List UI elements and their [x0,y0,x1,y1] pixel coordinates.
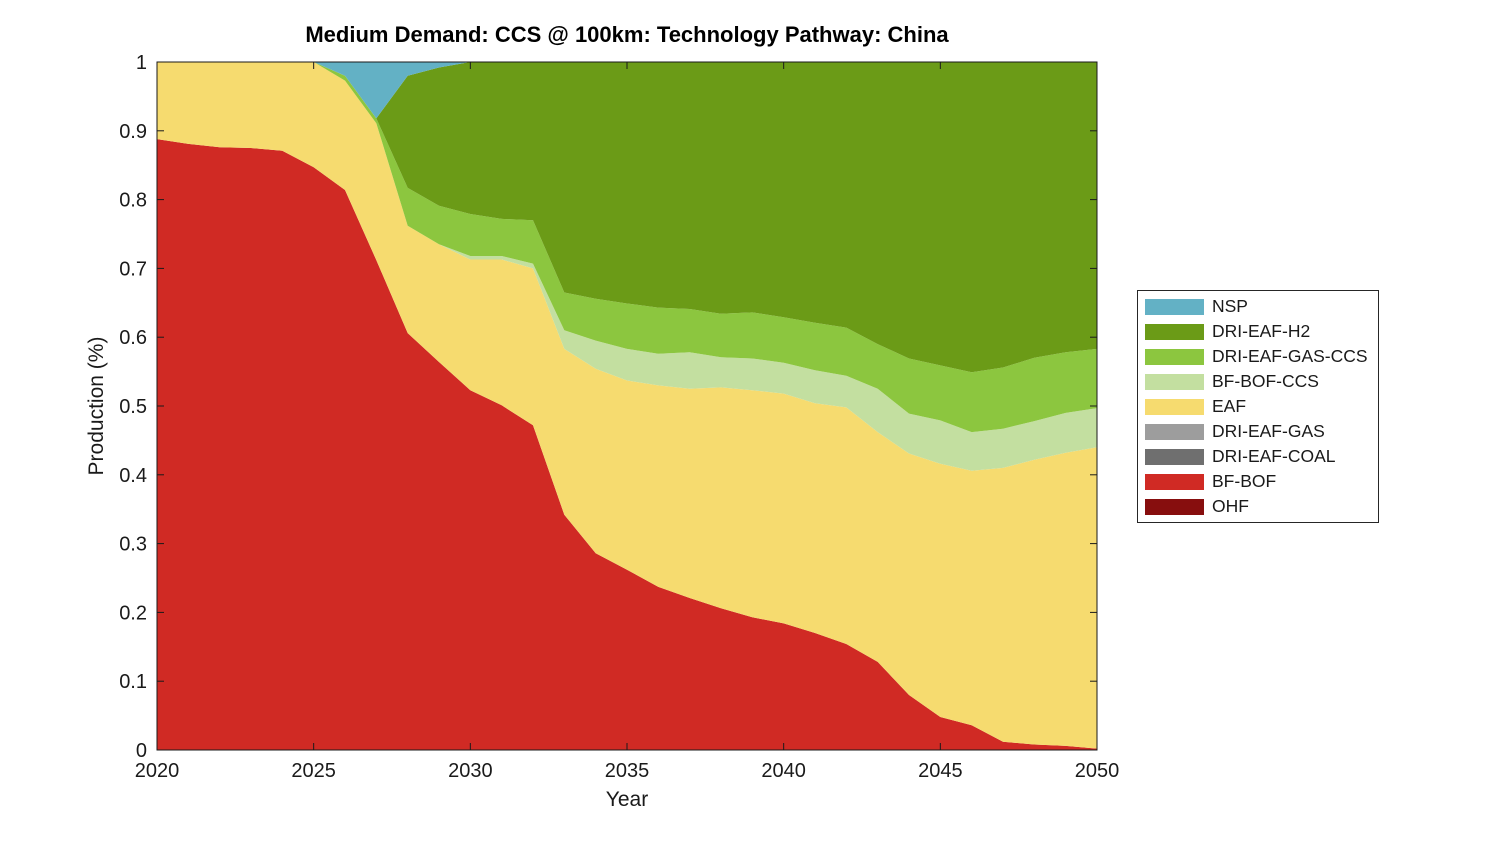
area-EAF [157,62,1097,749]
y-tick-label: 0.6 [119,327,147,349]
legend-item-dri-eaf-gas: DRI-EAF-GAS [1145,420,1378,444]
y-tick-label: 0.3 [119,534,147,556]
legend-label: DRI-EAF-GAS-CCS [1212,345,1368,366]
x-tick-label: 2020 [135,760,180,782]
legend-swatch [1145,423,1204,440]
x-tick-label: 2050 [1075,760,1120,782]
y-tick-label: 0.4 [119,465,147,487]
legend-item-nsp: NSP [1145,295,1378,319]
y-tick-label: 0.8 [119,190,147,212]
y-tick-label: 0 [136,740,147,762]
x-tick-label: 2040 [761,760,806,782]
legend-swatch [1145,323,1204,340]
area-BF-BOF-CCS [157,62,1097,471]
y-tick-label: 0.9 [119,121,147,143]
y-tick-label: 0.2 [119,602,147,624]
legend-item-eaf: EAF [1145,395,1378,419]
legend-item-bf-bof: BF-BOF [1145,470,1378,494]
y-tick-label: 1 [136,52,147,74]
legend-label: NSP [1212,295,1248,316]
legend-item-dri-eaf-coal: DRI-EAF-COAL [1145,445,1378,469]
legend-item-bf-bof-ccs: BF-BOF-CCS [1145,370,1378,394]
legend-label: DRI-EAF-H2 [1212,320,1311,341]
x-tick-label: 2035 [605,760,650,782]
legend-label: EAF [1212,395,1247,416]
legend-item-ohf: OHF [1145,495,1378,519]
legend-swatch [1145,398,1204,415]
area-DRI-EAF-GAS-CCS [157,62,1097,433]
y-tick-label: 0.7 [119,258,147,280]
y-tick-label: 0.5 [119,396,147,418]
y-axis-label: Production (%) [85,336,108,476]
legend-swatch [1145,448,1204,465]
legend-label: DRI-EAF-GAS [1212,420,1325,441]
legend-item-dri-eaf-gas-ccs: DRI-EAF-GAS-CCS [1145,345,1378,369]
legend-swatch [1145,473,1204,490]
area-NSP [157,62,1097,119]
x-tick-label: 2030 [448,760,493,782]
legend-label: OHF [1212,495,1249,516]
legend-swatch [1145,298,1204,315]
area-BF-BOF [157,139,1097,751]
y-tick-label: 0.1 [119,671,147,693]
legend-label: BF-BOF [1212,470,1277,491]
x-tick-label: 2025 [291,760,336,782]
chart-title: Medium Demand: CCS @ 100km: Technology P… [305,22,949,47]
x-axis-label: Year [605,788,649,811]
x-tick-label: 2045 [918,760,963,782]
legend-label: DRI-EAF-COAL [1212,445,1336,466]
legend-item-dri-eaf-h2: DRI-EAF-H2 [1145,320,1378,344]
legend-swatch [1145,498,1204,515]
legend: NSP DRI-EAF-H2 DRI-EAF-GAS-CCS BF-BOF-CCS EA… [1137,290,1379,523]
legend-swatch [1145,348,1204,365]
area-DRI-EAF-H2 [157,62,1097,373]
legend-swatch [1145,373,1204,390]
legend-label: BF-BOF-CCS [1212,370,1319,391]
